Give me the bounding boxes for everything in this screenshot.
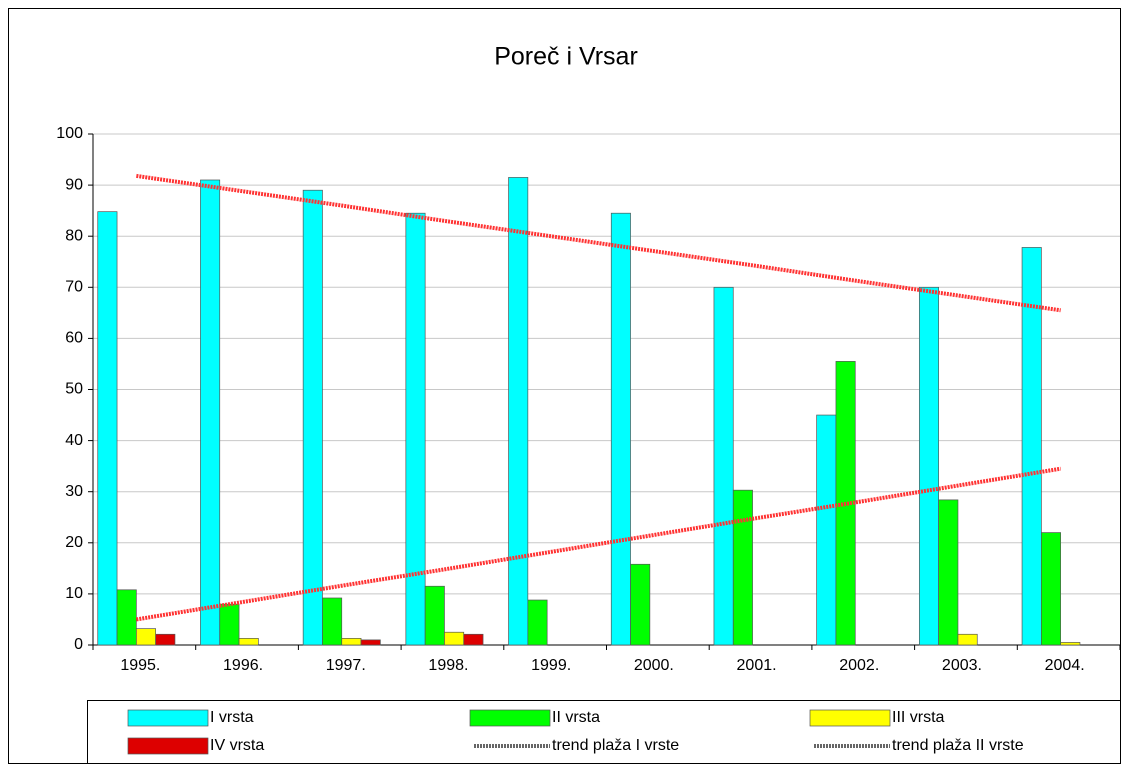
bar bbox=[938, 499, 959, 646]
y-tick-label: 0 bbox=[74, 636, 83, 653]
legend-label: trend plaža II vrste bbox=[892, 737, 1024, 754]
bar bbox=[713, 286, 734, 646]
legend-label: IV vrsta bbox=[210, 737, 264, 754]
y-tick-label: 80 bbox=[65, 227, 83, 244]
bar bbox=[136, 628, 157, 646]
y-tick-label: 100 bbox=[56, 125, 83, 142]
x-tick-label: 2002. bbox=[839, 657, 879, 674]
bar bbox=[508, 177, 529, 646]
bar bbox=[155, 633, 176, 646]
y-tick-label: 10 bbox=[65, 585, 83, 602]
bar bbox=[610, 212, 631, 646]
bar bbox=[341, 638, 362, 646]
bar bbox=[1040, 532, 1061, 646]
bar bbox=[732, 489, 753, 646]
y-tick-label: 60 bbox=[65, 330, 83, 347]
bar bbox=[527, 599, 548, 646]
bar bbox=[1060, 642, 1081, 646]
bar bbox=[1021, 247, 1042, 646]
bar bbox=[302, 189, 323, 646]
bar bbox=[918, 286, 939, 646]
x-tick-label: 2003. bbox=[942, 657, 982, 674]
x-tick-label: 1998. bbox=[428, 657, 468, 674]
x-tick-label: 2004. bbox=[1045, 657, 1085, 674]
legend-label: I vrsta bbox=[210, 709, 254, 726]
y-tick-label: 30 bbox=[65, 483, 83, 500]
bar bbox=[200, 179, 221, 646]
bar bbox=[322, 597, 343, 646]
bar bbox=[405, 212, 426, 646]
bar bbox=[238, 638, 259, 646]
legend-swatch bbox=[809, 709, 891, 727]
x-tick-label: 1999. bbox=[531, 657, 571, 674]
legend-label: trend plaža I vrste bbox=[552, 737, 679, 754]
y-tick-label: 70 bbox=[65, 279, 83, 296]
x-tick-label: 1995. bbox=[120, 657, 160, 674]
bar bbox=[116, 589, 137, 646]
x-tick-label: 1997. bbox=[326, 657, 366, 674]
legend-box bbox=[87, 700, 1121, 764]
legend-swatch bbox=[127, 737, 209, 755]
trend-line bbox=[136, 466, 1061, 622]
bar bbox=[630, 563, 651, 646]
bar bbox=[444, 631, 465, 646]
x-tick-label: 1996. bbox=[223, 657, 263, 674]
chart-border bbox=[8, 8, 1121, 764]
y-tick-label: 50 bbox=[65, 381, 83, 398]
bar bbox=[816, 414, 837, 646]
chart-title: Poreč i Vrsar bbox=[494, 43, 638, 71]
y-tick-label: 20 bbox=[65, 534, 83, 551]
legend-label: II vrsta bbox=[552, 709, 600, 726]
legend-label: III vrsta bbox=[892, 709, 945, 726]
bar bbox=[219, 603, 240, 646]
legend-swatch bbox=[127, 709, 209, 727]
bar bbox=[957, 633, 978, 646]
bar bbox=[360, 639, 381, 646]
x-tick-label: 2001. bbox=[737, 657, 777, 674]
y-tick-label: 40 bbox=[65, 432, 83, 449]
y-tick-label: 90 bbox=[65, 176, 83, 193]
trend-line bbox=[136, 173, 1061, 313]
legend-swatch bbox=[469, 709, 551, 727]
bar bbox=[463, 633, 484, 646]
bar bbox=[97, 211, 118, 646]
bar bbox=[424, 585, 445, 646]
x-tick-label: 2000. bbox=[634, 657, 674, 674]
